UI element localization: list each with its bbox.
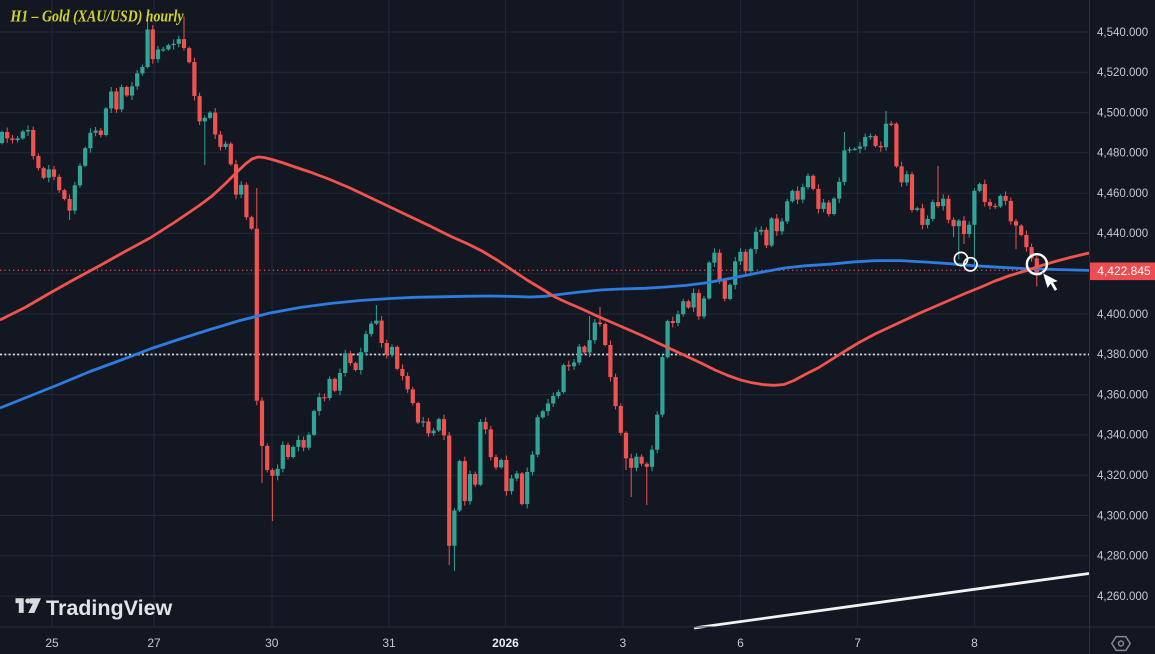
svg-text:4,422.845: 4,422.845 [1097,264,1151,278]
svg-text:27: 27 [147,636,161,650]
svg-text:8: 8 [971,636,978,650]
svg-text:4,520.000: 4,520.000 [1097,67,1148,79]
svg-text:7: 7 [854,636,861,650]
svg-text:4,440.000: 4,440.000 [1097,228,1148,240]
svg-text:4,280.000: 4,280.000 [1097,551,1148,563]
svg-text:4,340.000: 4,340.000 [1097,430,1148,442]
svg-text:4,320.000: 4,320.000 [1097,470,1148,482]
svg-text:6: 6 [737,636,744,650]
svg-text:4,480.000: 4,480.000 [1097,148,1148,160]
svg-text:4,260.000: 4,260.000 [1097,591,1148,603]
svg-text:4,400.000: 4,400.000 [1097,309,1148,321]
svg-text:30: 30 [265,636,279,650]
svg-text:4,500.000: 4,500.000 [1097,107,1148,119]
svg-text:4,380.000: 4,380.000 [1097,349,1148,361]
svg-text:4,360.000: 4,360.000 [1097,389,1148,401]
svg-text:31: 31 [382,636,396,650]
svg-text:4,300.000: 4,300.000 [1097,510,1148,522]
svg-text:4,540.000: 4,540.000 [1097,27,1148,39]
svg-text:H1 – Gold (XAU/USD) hourly: H1 – Gold (XAU/USD) hourly [10,7,184,26]
svg-text:3: 3 [619,636,626,650]
svg-text:TradingView: TradingView [46,596,173,620]
svg-text:2026: 2026 [492,636,519,650]
svg-text:25: 25 [45,636,59,650]
svg-text:4,460.000: 4,460.000 [1097,188,1148,200]
